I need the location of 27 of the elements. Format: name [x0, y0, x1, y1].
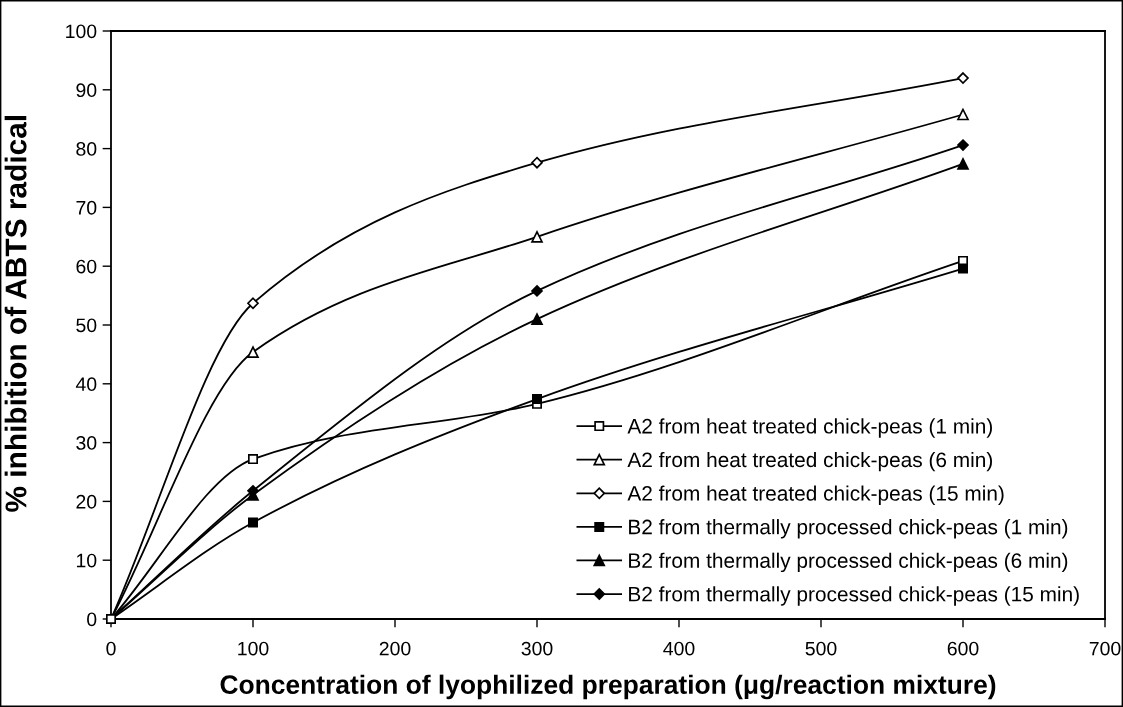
x-tick-label: 100: [238, 641, 269, 656]
legend-label: B2 from thermally processed chick-peas (6 min): [629, 552, 1068, 573]
y-tick-label: 60: [76, 259, 97, 274]
legend-label: B2 from thermally processed chick-peas (15 min): [629, 586, 1079, 606]
x-tick-label: 300: [521, 641, 553, 656]
y-tick-label: 20: [76, 494, 97, 509]
y-tick-label: 80: [76, 142, 97, 156]
legend-label: A2 from heat treated chick-peas (6 min): [627, 451, 992, 472]
y-tick-label: 10: [76, 553, 97, 568]
x-tick-label: 400: [663, 641, 695, 656]
y-tick-label: 70: [76, 200, 97, 215]
legend-label: A2 from heat treated chick-peas (1 min): [627, 418, 992, 438]
x-tick-label: 500: [805, 641, 837, 656]
y-tick-label: 50: [76, 318, 97, 333]
legend-label: B2 from thermally processed chick-peas (1 min): [629, 519, 1068, 539]
legend-label: A2 from heat treated chick-peas (15 min): [627, 485, 1004, 505]
x-tick-label: 200: [379, 641, 411, 656]
x-axis-title: Concentration of lyophilized preparation (μg/reaction mixture): [220, 674, 996, 700]
x-tick-label: 700: [1089, 641, 1121, 656]
y-tick-label: 90: [76, 83, 97, 98]
y-tick-label: 40: [75, 377, 97, 392]
y-axis-title: % inhibition of ABTS radical: [4, 116, 27, 512]
x-tick-label: 0: [106, 641, 116, 656]
x-tick-label: 600: [947, 641, 979, 656]
y-tick-label: 100: [66, 24, 97, 39]
y-tick-label: 0: [87, 612, 97, 627]
y-tick-label: 30: [76, 436, 97, 450]
